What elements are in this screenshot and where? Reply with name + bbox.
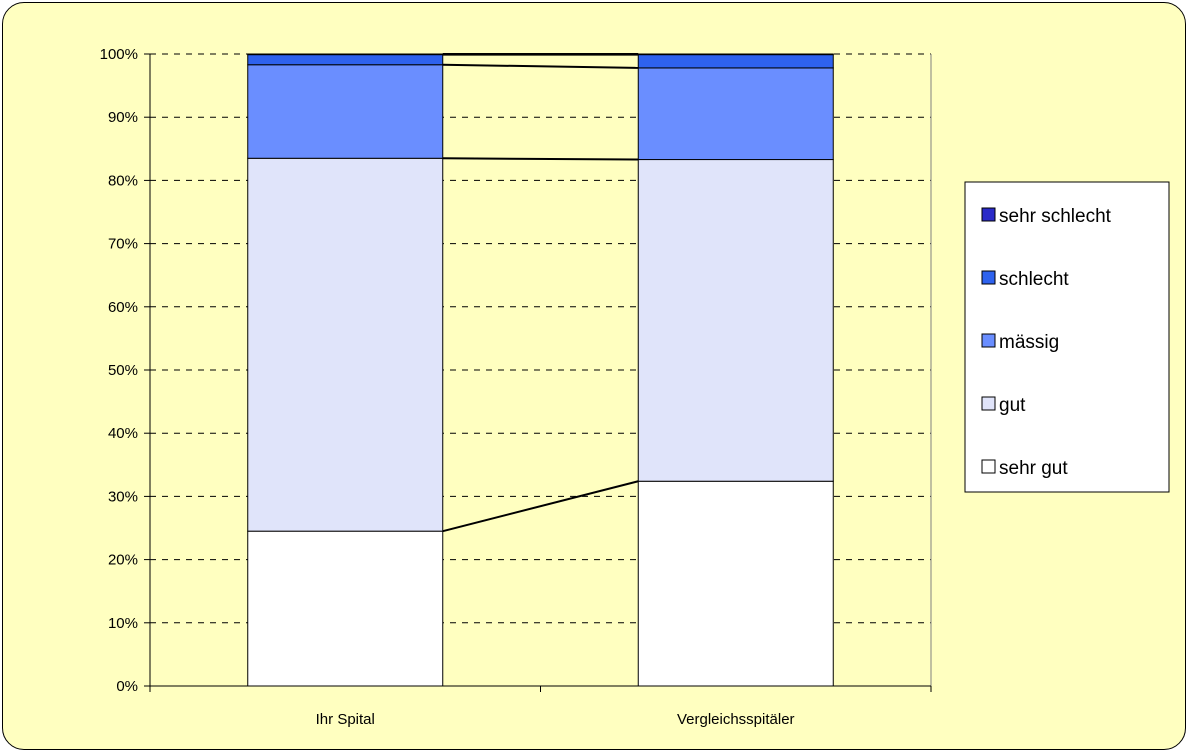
legend-label-sehr-schlecht: sehr schlecht (999, 206, 1112, 227)
bar-segment-schlecht-vergleichsspitaler (637, 54, 834, 69)
legend-label-massig: mässig (999, 332, 1059, 353)
y-tick-label: 60% (108, 299, 138, 316)
y-tick-label: 50% (108, 362, 138, 379)
y-tick-label: 90% (108, 109, 138, 126)
legend-label-gut: gut (999, 395, 1026, 416)
bar-segment-sehr-schlecht-vergleichsspitaler (637, 53, 834, 56)
bar-segment-schlecht-ihr-spital (247, 54, 444, 66)
y-tick-label: 100% (100, 46, 138, 63)
series-line-sehr-gut (442, 480, 639, 533)
series-line-massig (442, 63, 639, 69)
legend-swatch-massig (981, 333, 996, 348)
y-tick-label: 10% (108, 615, 138, 632)
legend-swatch-gut (981, 396, 996, 411)
y-tick-label: 80% (108, 172, 138, 189)
bars (247, 53, 834, 687)
y-tick-label: 70% (108, 236, 138, 253)
bar-segment-massig-vergleichsspitaler (637, 67, 834, 161)
y-tick-label: 20% (108, 552, 138, 569)
legend-box (964, 181, 1170, 493)
bar-segment-sehr-gut-ihr-spital (247, 530, 444, 687)
bar-segment-sehr-gut-vergleichsspitaler (637, 480, 834, 687)
legend-swatch-schlecht (981, 270, 996, 285)
bar-segment-gut-vergleichsspitaler (637, 159, 834, 482)
y-tick-label: 0% (116, 678, 138, 695)
legend: sehr schlecht schlecht mässig gut sehr gut (964, 181, 1170, 493)
legend-label-schlecht: schlecht (999, 269, 1069, 290)
series-lines (442, 53, 639, 533)
legend-swatch-sehr-schlecht (981, 207, 996, 222)
y-tick-label: 40% (108, 425, 138, 442)
series-line-gut (442, 157, 639, 161)
axes: 0% 10% 20% 30% 40% 50% 60% 70% 80% 90% 100% Ihr Spi… (100, 46, 932, 728)
x-category-label-ihr-spital: Ihr Spital (316, 711, 375, 728)
legend-label-sehr-gut: sehr gut (999, 458, 1068, 479)
bar-segment-gut-ihr-spital (247, 157, 444, 532)
y-tick-label: 30% (108, 488, 138, 505)
bar-segment-massig-ihr-spital (247, 64, 444, 159)
bar-segment-sehr-schlecht-ihr-spital (247, 53, 444, 56)
legend-swatch-sehr-gut (981, 459, 996, 474)
x-category-label-vergleichsspitaler: Vergleichsspitäler (677, 711, 795, 728)
